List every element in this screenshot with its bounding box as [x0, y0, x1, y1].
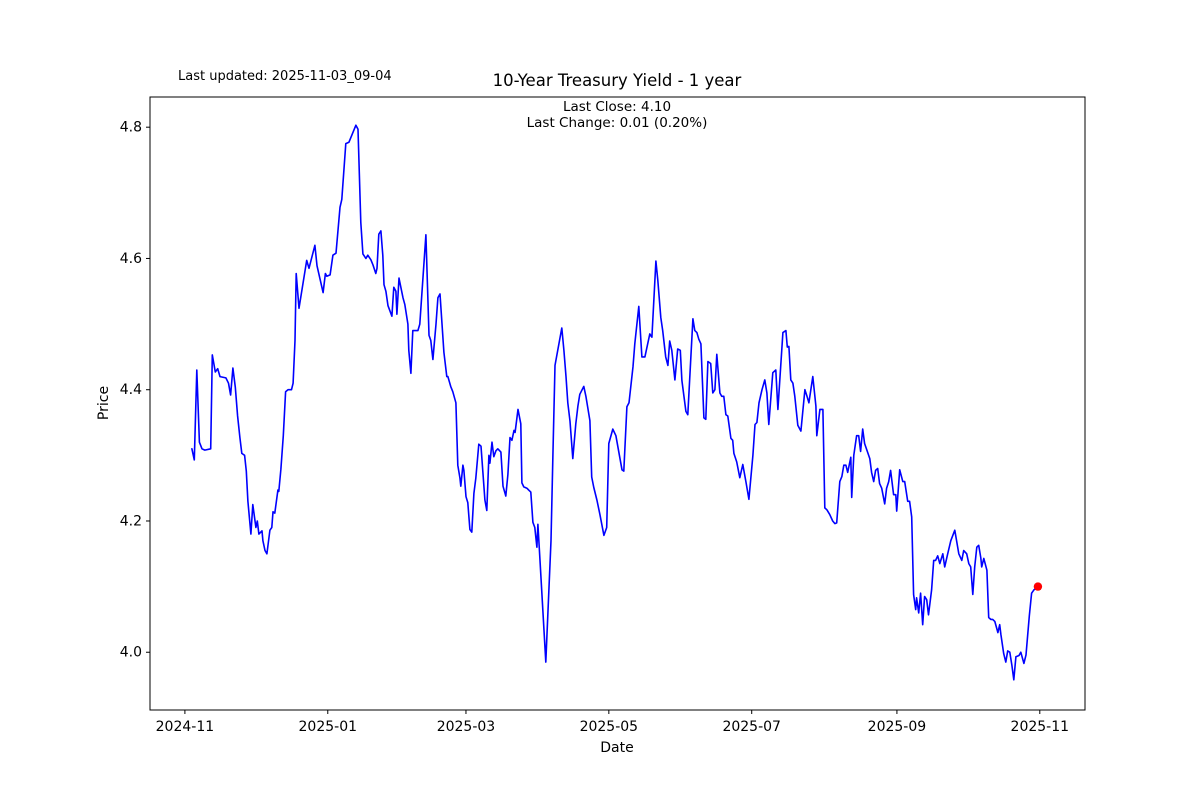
plot-border — [149, 96, 1086, 711]
last-price-marker — [1033, 582, 1043, 591]
x-axis-title: Date — [600, 740, 634, 756]
y-tick-label: 4.4 — [120, 382, 142, 398]
last-updated-label: Last updated: 2025-11-03_09-04 — [178, 69, 392, 84]
y-tick-label: 4.6 — [120, 251, 142, 267]
x-tick-label: 2025-11 — [1011, 719, 1070, 735]
price-line — [191, 124, 1039, 681]
subtitle-last-change: Last Change: 0.01 (0.20%) — [526, 115, 708, 131]
x-tick-label: 2025-09 — [868, 719, 927, 735]
y-tick-label: 4.2 — [120, 513, 142, 529]
subtitle-last-close: Last Close: 4.10 — [562, 99, 672, 115]
x-tick-label: 2025-07 — [722, 719, 781, 735]
y-tick-label: 4.8 — [120, 120, 142, 136]
chart-title: 10-Year Treasury Yield - 1 year — [492, 71, 742, 90]
x-tick-label: 2024-11 — [156, 719, 215, 735]
x-tick-label: 2025-05 — [580, 719, 639, 735]
y-tick-label: 4.0 — [120, 645, 142, 661]
x-tick-label: 2025-03 — [437, 719, 496, 735]
x-tick-label: 2025-01 — [299, 719, 358, 735]
